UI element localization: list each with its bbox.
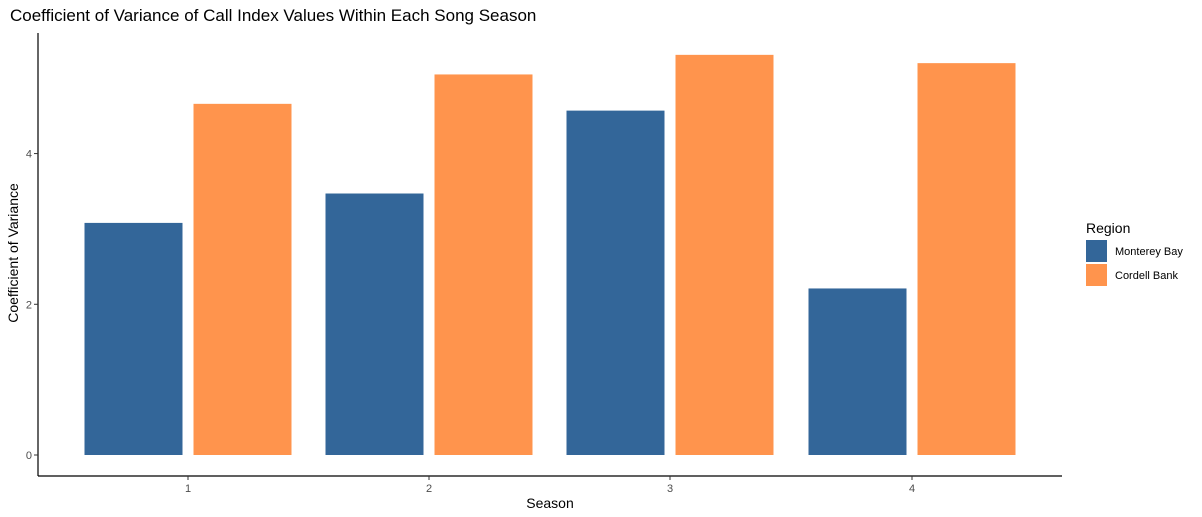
- x-tick-label: 2: [426, 483, 432, 495]
- chart-title: Coefficient of Variance of Call Index Va…: [10, 6, 536, 25]
- plot-area: 0 2 4 1 2 3 4: [26, 33, 1062, 495]
- x-tick-label: 1: [185, 483, 191, 495]
- y-tick-label: 4: [26, 149, 32, 161]
- bar-monterey-bay-season-4: [808, 288, 907, 455]
- x-ticks: 1 2 3 4: [185, 476, 915, 495]
- legend-swatch-monterey-bay: [1086, 240, 1107, 262]
- x-axis-title: Season: [526, 495, 573, 511]
- bar-cordell-bank-season-4: [917, 63, 1016, 456]
- bar-cordell-bank-season-3: [675, 54, 774, 455]
- x-tick-label: 3: [667, 483, 673, 495]
- bar-monterey-bay-season-3: [566, 110, 665, 455]
- legend-swatch-cordell-bank: [1086, 264, 1107, 286]
- legend-title: Region: [1086, 220, 1130, 236]
- bar-cordell-bank-season-1: [193, 103, 292, 455]
- bars-group: [84, 54, 1016, 456]
- y-ticks: 0 2 4: [26, 149, 38, 462]
- y-axis-title: Coefficient of Variance: [5, 183, 21, 323]
- bar-cordell-bank-season-2: [434, 74, 533, 456]
- legend-label-cordell-bank: Cordell Bank: [1115, 270, 1178, 282]
- y-tick-label: 2: [26, 299, 32, 311]
- legend-items: Monterey Bay Cordell Bank: [1086, 240, 1183, 286]
- y-tick-label: 0: [26, 450, 32, 462]
- bar-monterey-bay-season-2: [325, 193, 424, 455]
- legend-label-monterey-bay: Monterey Bay: [1115, 246, 1183, 258]
- x-tick-label: 4: [909, 483, 915, 495]
- bar-monterey-bay-season-1: [84, 222, 183, 455]
- legend: Region Monterey Bay Cordell Bank: [1086, 220, 1183, 286]
